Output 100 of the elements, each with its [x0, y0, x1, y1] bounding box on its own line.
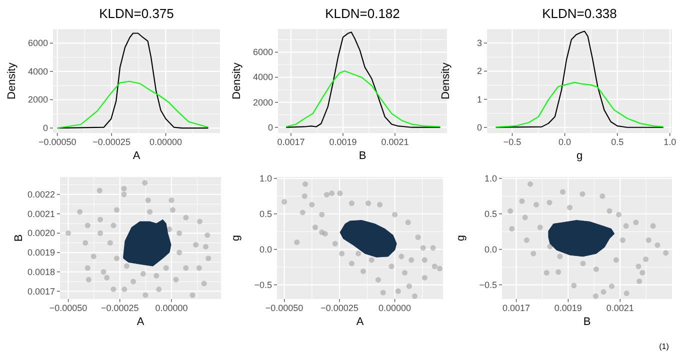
point	[302, 181, 308, 187]
point	[110, 222, 116, 228]
point	[65, 230, 72, 236]
point	[508, 208, 514, 214]
point	[519, 198, 525, 204]
point	[324, 192, 330, 198]
point	[156, 286, 162, 292]
chart-title: KLDN=0.182	[325, 6, 400, 21]
x-tick-label: −0.5	[503, 137, 522, 147]
x-tick-label: 0.0017	[502, 303, 530, 313]
point	[580, 191, 586, 197]
point	[636, 264, 642, 270]
point	[339, 250, 345, 256]
line-series	[495, 82, 664, 128]
point	[204, 232, 210, 238]
point	[412, 293, 418, 299]
point	[368, 257, 374, 263]
x-axis-title: A	[136, 316, 145, 328]
x-tick-label: 0.0019	[554, 303, 582, 313]
point	[406, 283, 412, 289]
x-tick-label: −0.00050	[265, 303, 304, 313]
point	[430, 245, 436, 251]
point	[592, 293, 598, 299]
point	[337, 190, 343, 196]
point	[183, 265, 189, 271]
point	[142, 292, 148, 298]
y-tick-label: 1.0	[259, 173, 272, 184]
point	[96, 188, 102, 194]
point	[640, 270, 646, 276]
point	[84, 222, 90, 228]
point	[560, 189, 566, 195]
point	[624, 290, 630, 296]
x-tick-label: −0.00025	[100, 303, 139, 313]
x-tick-label: 0.00000	[150, 137, 182, 147]
y-tick-label: 4000	[28, 66, 48, 76]
point	[377, 202, 383, 208]
point	[366, 200, 372, 206]
point	[176, 250, 182, 256]
point	[388, 264, 394, 270]
y-axis-title: Density	[231, 62, 243, 100]
point	[168, 197, 174, 203]
x-tick-label: 0.00000	[155, 303, 188, 313]
x-tick-label: −0.00050	[38, 137, 76, 147]
point	[190, 292, 196, 298]
point	[606, 208, 612, 214]
point	[375, 277, 381, 283]
y-tick-label: 0.0020	[27, 228, 55, 238]
point	[646, 237, 652, 243]
point	[650, 223, 656, 229]
y-tick-label: 0	[42, 123, 48, 134]
point	[183, 214, 189, 220]
x-tick-label: 0.0021	[606, 303, 634, 313]
point	[616, 212, 622, 218]
y-tick-label: 1	[476, 94, 482, 104]
point	[528, 181, 534, 187]
y-axis-title: Density	[6, 62, 18, 100]
point	[533, 202, 540, 208]
point	[348, 200, 354, 206]
line-series	[56, 32, 209, 129]
point	[142, 180, 148, 186]
point	[422, 274, 428, 280]
point	[415, 234, 421, 240]
point	[86, 276, 92, 282]
point	[544, 270, 550, 276]
point	[147, 209, 153, 215]
point	[90, 254, 96, 260]
point	[380, 290, 386, 296]
point	[300, 210, 306, 216]
point	[654, 242, 660, 248]
y-tick-label: 3	[476, 38, 482, 48]
x-axis-title: B	[583, 316, 591, 328]
point	[360, 268, 366, 274]
point	[620, 237, 626, 243]
x-tick-label: −0.00025	[92, 137, 130, 147]
point	[196, 218, 203, 224]
point	[163, 265, 169, 271]
point	[97, 230, 104, 236]
chart-title: KLDN=0.338	[542, 6, 617, 21]
point	[130, 278, 136, 284]
point	[201, 280, 207, 286]
x-axis-title: A	[356, 316, 364, 328]
y-tick-label: 0.0019	[27, 248, 55, 258]
point	[405, 220, 411, 226]
point	[145, 197, 151, 203]
point	[509, 226, 515, 232]
y-axis-title: Density	[440, 62, 452, 100]
point	[609, 283, 615, 289]
point	[663, 250, 669, 256]
point	[436, 266, 442, 272]
point	[557, 254, 563, 260]
x-tick-label: 0.0017	[277, 137, 305, 147]
point	[176, 230, 182, 236]
point	[643, 256, 649, 262]
point	[580, 260, 586, 266]
point	[398, 254, 404, 260]
point	[319, 230, 325, 236]
y-axis-title: B	[13, 234, 25, 242]
point	[571, 282, 577, 288]
point	[422, 257, 428, 263]
point	[432, 264, 438, 270]
